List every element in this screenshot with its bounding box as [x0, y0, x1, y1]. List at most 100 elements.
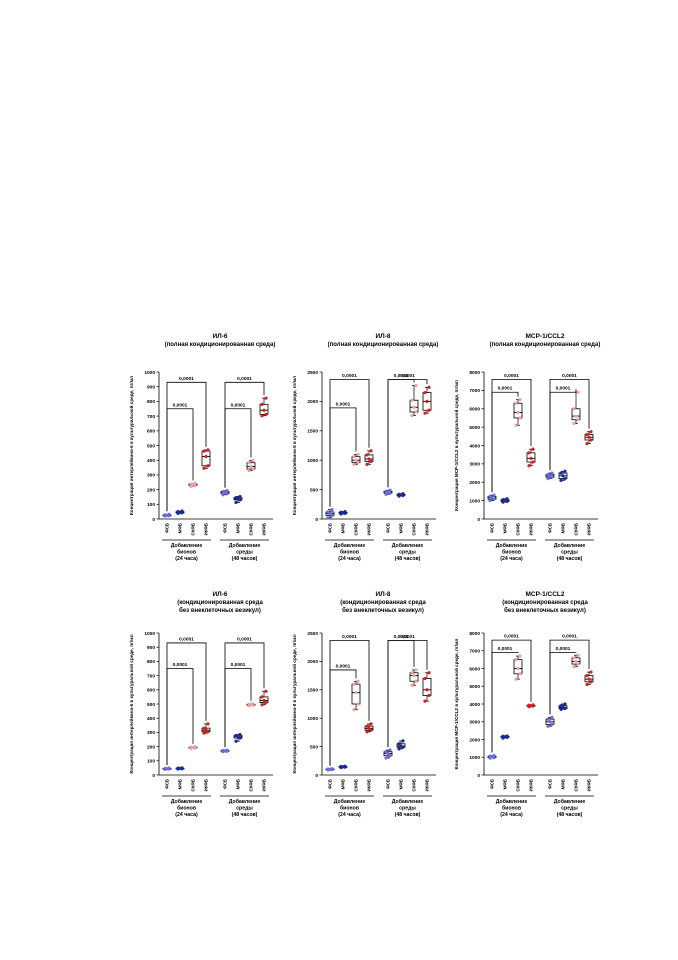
y-axis-label: Концентрация MCP-1/CCL2 в культуральной …: [453, 639, 459, 770]
data-point: [527, 451, 531, 455]
data-point: [352, 455, 356, 459]
box-iqr: [201, 450, 211, 467]
x-tick-label: ФСБ: [328, 779, 333, 789]
data-point: [425, 688, 429, 692]
y-tick-label: 500: [310, 487, 318, 493]
data-point: [576, 653, 580, 657]
data-point: [384, 756, 388, 760]
box-4: [364, 449, 374, 466]
group-label: Добавление: [554, 798, 586, 805]
data-point: [326, 516, 330, 520]
group-label: бионов: [177, 549, 196, 556]
box-iqr: [513, 402, 523, 419]
group-label: (48 часов): [395, 556, 421, 562]
y-tick-label: 500: [310, 744, 318, 750]
y-tick-label: 500: [147, 702, 155, 708]
data-point: [563, 469, 567, 473]
data-point: [563, 702, 567, 706]
data-point: [262, 408, 266, 412]
data-point: [574, 659, 578, 664]
x-tick-label: МФБ: [561, 523, 566, 533]
significance-bracket-4: 0,0001: [549, 646, 577, 715]
y-tick-label: 0: [315, 517, 318, 523]
significance-label: 0,0001: [504, 634, 519, 640]
significance-line: [224, 668, 252, 748]
group-label: бионов: [340, 805, 359, 812]
data-point: [356, 679, 360, 683]
data-point: [251, 458, 255, 463]
significance-line: [549, 378, 590, 471]
data-point: [518, 672, 522, 676]
data-point: [425, 399, 429, 404]
data-point: [221, 493, 225, 497]
data-point: [589, 670, 593, 674]
data-point: [516, 666, 520, 671]
data-point: [260, 414, 264, 418]
data-point: [369, 722, 373, 726]
data-point: [410, 398, 414, 402]
data-point: [369, 449, 373, 453]
y-tick-label: 6000: [469, 666, 480, 672]
significance-bracket-4: 0,0001: [549, 386, 577, 471]
x-tick-label: ФСБ: [490, 779, 495, 789]
significance-label: 0,0001: [231, 662, 246, 668]
data-point: [238, 732, 242, 737]
significance-bracket-3: 0,0001: [549, 634, 590, 715]
chart-panel-3: MCP-1/CCL2 (полная кондиционированная сре…: [453, 333, 600, 562]
data-point: [264, 396, 268, 400]
significance-bracket-4: 0,0001: [387, 634, 415, 748]
data-point: [423, 390, 427, 395]
x-tick-label: ИКФБ: [204, 523, 209, 535]
data-point: [550, 471, 554, 475]
data-point: [529, 456, 533, 461]
x-tick-label: МФБ: [341, 523, 346, 533]
data-point: [343, 764, 347, 768]
y-axis-label: Концентрация интерлейкина-8 в культураль…: [291, 376, 297, 515]
data-point: [576, 418, 580, 422]
significance-bracket-1: 0,0001: [329, 634, 370, 766]
data-point: [330, 507, 334, 512]
y-tick-label: 800: [147, 659, 155, 665]
significance-line: [387, 379, 415, 488]
x-tick-label: МФБ: [341, 779, 346, 789]
group-label: (24 часа): [500, 556, 523, 562]
data-point: [589, 438, 593, 442]
box-iqr: [422, 678, 432, 696]
x-tick-label: ИКФБ: [587, 523, 592, 535]
data-point: [414, 383, 418, 388]
data-point: [247, 702, 251, 706]
chart-title: MCP-1/CCL2: [525, 591, 564, 598]
significance-bracket-1: 0,0001: [166, 636, 207, 766]
x-tick-label: ФСБ: [548, 523, 553, 533]
data-point: [326, 510, 330, 514]
data-point: [561, 474, 565, 478]
data-point: [548, 720, 552, 724]
data-point: [401, 739, 405, 743]
significance-bracket-2: 0,0001: [166, 662, 194, 766]
y-axis-label: Концентрация интерлейкина-8 в культураль…: [291, 634, 297, 773]
data-point: [176, 509, 180, 514]
y-tick-label: 3000: [469, 720, 480, 726]
data-point: [518, 397, 522, 402]
y-tick-label: 800: [147, 399, 155, 405]
x-tick-label: СКФБ: [191, 523, 196, 535]
x-tick-label: ФСБ: [386, 523, 391, 533]
x-tick-label: ИКФБ: [262, 779, 267, 791]
y-tick-label: 8000: [469, 370, 480, 376]
significance-label: 0,0001: [237, 376, 252, 382]
y-tick-label: 7000: [469, 649, 480, 655]
data-point: [367, 726, 371, 731]
y-tick-label: 2000: [307, 399, 318, 405]
data-point: [202, 449, 206, 453]
data-point: [427, 693, 431, 698]
x-tick-label: ФСБ: [165, 779, 170, 789]
significance-line: [491, 378, 532, 493]
data-point: [488, 494, 492, 499]
y-tick-label: 2500: [307, 631, 318, 637]
data-point: [587, 435, 591, 439]
y-tick-label: 0: [477, 517, 480, 523]
box-1: [325, 767, 335, 772]
data-point: [572, 421, 576, 426]
data-point: [572, 656, 576, 660]
